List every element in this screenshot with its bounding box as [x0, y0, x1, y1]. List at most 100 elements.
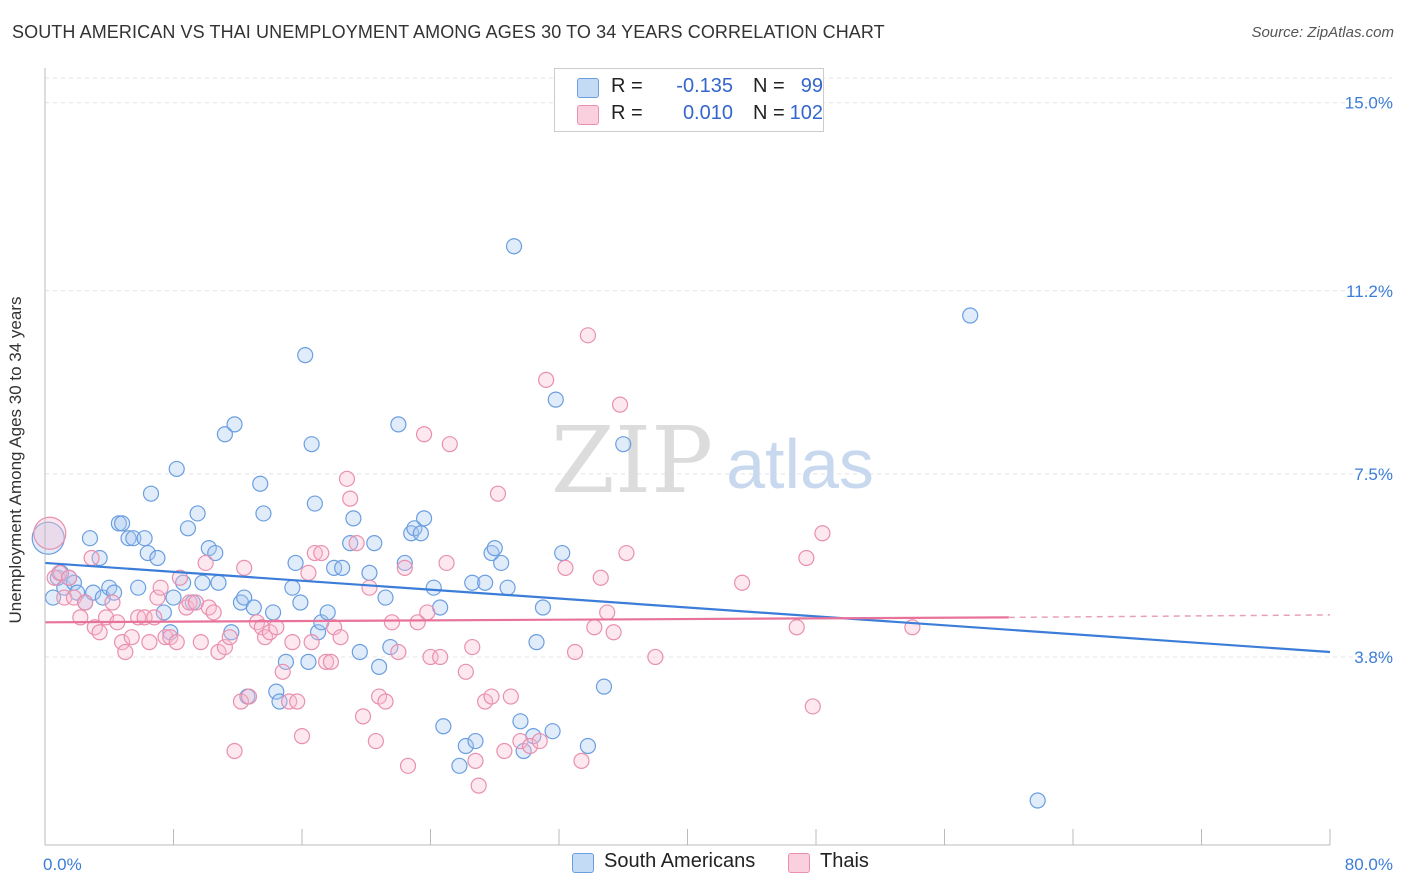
point-thais: [303, 634, 320, 651]
point-thais: [814, 525, 831, 542]
point-south-americans: [287, 554, 304, 572]
point-thais: [605, 624, 622, 641]
point-thais: [152, 579, 169, 596]
point-south-americans: [300, 653, 317, 671]
point-south-americans: [351, 643, 368, 661]
point-thais: [557, 559, 574, 576]
point-thais: [83, 549, 100, 567]
point-south-americans: [303, 436, 320, 453]
point-thais: [798, 549, 815, 567]
point-south-americans: [366, 535, 383, 552]
legend-swatch-pink: [788, 853, 810, 873]
point-thais: [599, 604, 616, 621]
series-south-americans: [31, 238, 1046, 809]
point-thais: [390, 643, 407, 661]
point-south-americans: [377, 589, 394, 606]
point-thais: [210, 643, 227, 661]
point-thais: [396, 559, 413, 576]
point-south-americans: [464, 574, 481, 591]
point-thais: [377, 693, 394, 710]
y-tick-label: 7.5%: [1354, 465, 1393, 484]
point-south-americans: [155, 604, 172, 621]
legend-label-south-americans: South Americans: [604, 850, 756, 872]
point-thais: [168, 634, 185, 651]
point-south-americans: [528, 634, 545, 651]
point-south-americans: [81, 530, 99, 547]
legend-r-value: -0.135: [676, 75, 733, 97]
point-thais: [531, 732, 548, 750]
point-south-americans: [361, 564, 378, 581]
point-south-americans: [309, 624, 327, 641]
point-south-americans: [451, 757, 468, 774]
point-south-americans: [534, 599, 552, 616]
point-thais: [415, 426, 433, 443]
point-south-americans: [615, 436, 632, 453]
point-south-americans: [547, 391, 564, 408]
point-thais: [313, 544, 330, 562]
point-south-americans: [412, 525, 429, 542]
point-thais: [162, 629, 179, 646]
point-thais: [289, 693, 306, 710]
point-south-americans: [499, 579, 516, 596]
point-south-americans: [136, 530, 153, 547]
point-south-americans: [277, 653, 295, 671]
point-thais: [317, 653, 335, 671]
point-south-americans: [44, 589, 62, 606]
point-south-americans: [457, 737, 474, 755]
y-tick-label: 11.2%: [1346, 282, 1393, 301]
point-thais: [354, 708, 372, 725]
point-thais: [104, 594, 121, 611]
point-thais: [91, 624, 108, 641]
point-south-americans: [435, 718, 452, 735]
legend-r-label: R =: [611, 75, 643, 97]
point-thais: [293, 728, 311, 745]
axes: [44, 68, 1331, 846]
watermark: ZIP atlas: [551, 407, 874, 514]
point-thais: [348, 535, 365, 552]
point-thais: [117, 643, 134, 661]
legend-n-label: N =: [753, 102, 785, 124]
source-label: Source: ZipAtlas.com: [1251, 24, 1394, 41]
chart-title: SOUTH AMERICAN VS THAI UNEMPLOYMENT AMON…: [12, 22, 885, 42]
series-legend: South Americans Thais: [0, 850, 1406, 878]
point-south-americans: [268, 683, 285, 700]
point-south-americans: [595, 678, 613, 695]
point-thais: [240, 688, 258, 705]
point-thais: [306, 544, 323, 562]
point-south-americans: [210, 574, 227, 591]
point-thais: [226, 742, 243, 760]
point-thais: [496, 742, 513, 760]
legend-r-value: 0.010: [682, 102, 733, 124]
point-south-americans: [168, 460, 185, 478]
point-thais: [586, 619, 603, 636]
point-thais: [171, 569, 189, 586]
point-thais: [432, 648, 449, 666]
trend-line-thais-extension: [1008, 614, 1331, 619]
point-thais: [60, 569, 78, 586]
trend-line-south-americans: [44, 561, 1331, 654]
legend-n-label: N =: [753, 75, 785, 97]
point-thais: [804, 698, 821, 715]
point-thais: [338, 470, 356, 487]
point-thais: [441, 436, 458, 453]
point-thais: [216, 638, 233, 656]
point-thais: [566, 643, 584, 661]
point-south-americans: [165, 589, 182, 606]
correlation-legend: R = -0.135 N = 99 R = 0.010 N = 102: [554, 68, 824, 132]
point-south-americans: [252, 475, 269, 492]
point-south-americans: [319, 604, 336, 621]
legend-swatch-blue: [577, 78, 599, 98]
point-thais: [367, 732, 384, 750]
point-south-americans: [962, 307, 979, 324]
point-south-americans: [245, 599, 262, 616]
point-thais: [284, 634, 301, 651]
point-thais: [113, 634, 131, 651]
point-south-americans: [579, 737, 597, 755]
point-south-americans: [390, 416, 407, 433]
point-south-americans: [179, 520, 197, 537]
point-south-americans: [139, 544, 156, 562]
point-south-americans: [415, 510, 433, 527]
legend-n-value: 102: [789, 102, 823, 124]
point-thais: [512, 732, 529, 750]
